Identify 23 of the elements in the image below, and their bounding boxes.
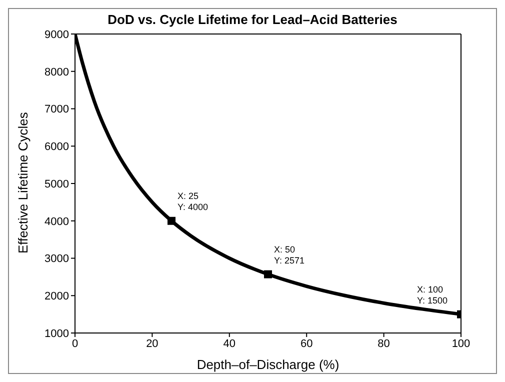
y-tick-label: 6000 [44, 141, 69, 154]
y-tick-label: 1000 [44, 328, 69, 340]
annotation: X: 50 Y: 2571 [274, 244, 305, 266]
x-tick-label: 20 [146, 338, 158, 350]
chart-title: DoD vs. Cycle Lifetime for Lead–Acid Batteries [106, 12, 398, 27]
x-tick-label: 100 [452, 338, 470, 350]
annotation: X: 25 Y: 4000 [178, 190, 208, 212]
annotation: X: 100 Y: 1500 [417, 284, 448, 306]
y-tick-label: 2000 [44, 290, 69, 303]
y-axis-title: Effective Lifetime Cycles [16, 112, 31, 254]
y-tick-label: 8000 [44, 66, 69, 78]
x-tick-label: 80 [378, 338, 390, 350]
y-tick-label: 9000 [44, 28, 69, 41]
x-axis-title: Depth–of–Discharge (%) [196, 357, 340, 372]
x-tick-label: 40 [223, 338, 236, 350]
x-tick-label: 60 [300, 338, 313, 350]
point [168, 216, 176, 225]
y-tick-label: 3000 [44, 253, 69, 266]
y-tick-label: 5000 [44, 178, 69, 190]
x-tick-label: 0 [72, 338, 78, 350]
y-tick-label: 7000 [44, 104, 69, 116]
y-tick-label: 4000 [44, 216, 69, 228]
point [264, 270, 272, 278]
